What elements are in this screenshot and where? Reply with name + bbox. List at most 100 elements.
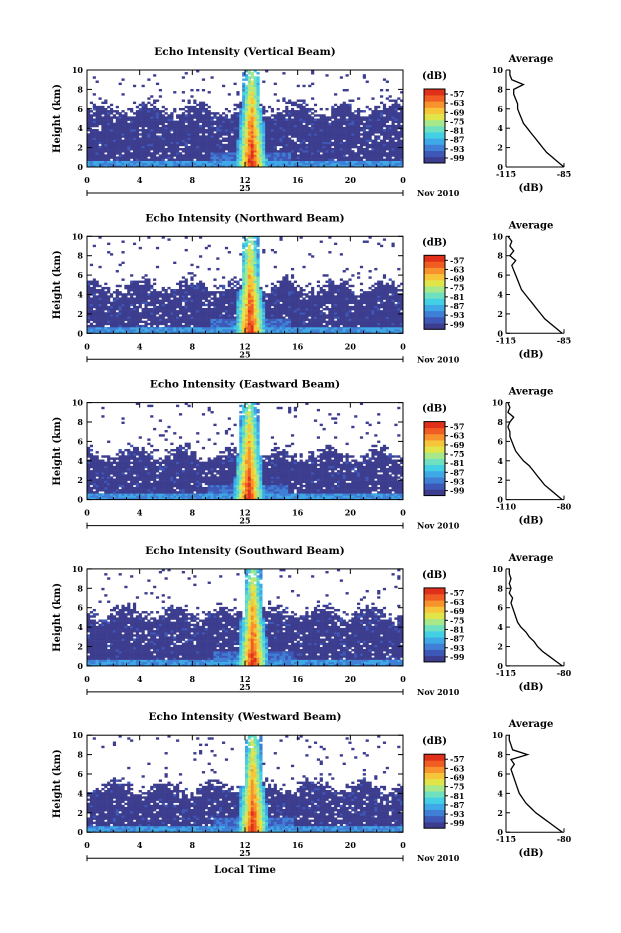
heat-cell bbox=[271, 161, 274, 163]
heat-cell bbox=[323, 135, 326, 137]
heat-cell bbox=[110, 144, 113, 146]
heat-cell bbox=[196, 312, 199, 314]
heat-cell bbox=[251, 135, 254, 137]
heat-cell bbox=[176, 129, 179, 131]
heat-cell bbox=[104, 321, 107, 323]
heat-cell bbox=[176, 154, 179, 156]
heat-cell bbox=[245, 129, 248, 131]
heat-cell bbox=[219, 154, 222, 156]
heat-cell bbox=[256, 106, 259, 108]
heat-cell bbox=[213, 323, 216, 325]
heat-cell bbox=[285, 306, 288, 308]
heat-cell bbox=[167, 144, 170, 146]
heat-cell bbox=[346, 308, 349, 310]
heat-cell bbox=[104, 114, 107, 116]
heat-cell bbox=[139, 306, 142, 308]
heat-cell bbox=[274, 119, 277, 121]
heat-cell bbox=[291, 163, 294, 165]
heat-cell bbox=[205, 300, 208, 302]
heat-cell bbox=[113, 140, 116, 142]
heat-cell bbox=[248, 114, 251, 116]
heat-cell bbox=[142, 152, 145, 154]
heat-cell bbox=[113, 314, 116, 316]
heat-cell bbox=[317, 131, 320, 133]
heat-cell bbox=[343, 321, 346, 323]
heat-cell bbox=[159, 159, 162, 161]
heat-cell bbox=[366, 137, 369, 139]
heat-cell bbox=[202, 137, 205, 139]
heat-cell bbox=[337, 150, 340, 152]
heat-cell bbox=[236, 321, 239, 323]
heat-cell bbox=[357, 146, 360, 148]
heat-cell bbox=[262, 106, 265, 108]
heat-cell bbox=[348, 316, 351, 318]
heat-cell bbox=[156, 112, 159, 114]
heat-cell bbox=[308, 146, 311, 148]
heat-cell bbox=[231, 323, 234, 325]
heat-cell bbox=[380, 112, 383, 114]
heat-cell bbox=[311, 112, 314, 114]
heat-cell bbox=[274, 323, 277, 325]
heat-cell bbox=[337, 123, 340, 125]
heat-cell bbox=[348, 140, 351, 142]
heat-cell bbox=[205, 297, 208, 299]
heat-cell bbox=[256, 319, 259, 321]
heat-cell bbox=[371, 319, 374, 321]
heat-cell bbox=[173, 110, 176, 112]
heat-cell bbox=[127, 127, 130, 129]
heat-cell bbox=[133, 133, 136, 135]
heat-cell bbox=[331, 329, 334, 331]
heat-cell bbox=[179, 137, 182, 139]
heat-cell bbox=[173, 300, 176, 302]
heat-cell bbox=[274, 144, 277, 146]
heat-cell bbox=[325, 129, 328, 131]
heat-cell bbox=[245, 300, 248, 302]
heat-cell bbox=[351, 131, 354, 133]
heat-cell bbox=[357, 308, 360, 310]
heat-cell bbox=[121, 161, 124, 163]
heat-cell bbox=[245, 159, 248, 161]
heat-cell bbox=[136, 321, 139, 323]
heat-cell bbox=[392, 163, 395, 165]
heat-cell bbox=[133, 154, 136, 156]
heat-cell bbox=[98, 123, 101, 125]
heat-cell bbox=[363, 154, 366, 156]
heat-cell bbox=[302, 133, 305, 135]
heat-cell bbox=[277, 302, 280, 304]
heat-cell bbox=[314, 129, 317, 131]
colorbar-swatch bbox=[424, 145, 445, 151]
heat-cell bbox=[366, 81, 369, 83]
heat-cell bbox=[176, 314, 179, 316]
heat-cell bbox=[176, 310, 179, 312]
heat-cell bbox=[317, 308, 320, 310]
heat-cell bbox=[208, 327, 211, 329]
heat-cell bbox=[288, 140, 291, 142]
heat-cell bbox=[242, 300, 245, 302]
heat-cell bbox=[159, 146, 162, 148]
heat-cell bbox=[371, 146, 374, 148]
heat-cell bbox=[144, 106, 147, 108]
heat-cell bbox=[277, 116, 280, 118]
heat-cell bbox=[211, 133, 214, 135]
heat-cell bbox=[328, 135, 331, 137]
heat-cell bbox=[268, 323, 271, 325]
heat-cell bbox=[251, 72, 254, 74]
heat-cell bbox=[305, 129, 308, 131]
heat-cell bbox=[107, 323, 110, 325]
heat-cell bbox=[205, 161, 208, 163]
heat-cell bbox=[348, 148, 351, 150]
heat-cell bbox=[360, 140, 363, 142]
heat-cell bbox=[285, 327, 288, 329]
heat-cell bbox=[231, 310, 234, 312]
heat-cell bbox=[136, 306, 139, 308]
heat-cell bbox=[236, 325, 239, 327]
heat-cell bbox=[297, 100, 300, 102]
heat-cell bbox=[351, 312, 354, 314]
heat-cell bbox=[331, 125, 334, 127]
profile-x-tick-label: -85 bbox=[557, 169, 571, 179]
heat-cell bbox=[383, 150, 386, 152]
heat-cell bbox=[162, 127, 165, 129]
heat-cell bbox=[101, 323, 104, 325]
heat-cell bbox=[374, 297, 377, 299]
heat-cell bbox=[213, 135, 216, 137]
